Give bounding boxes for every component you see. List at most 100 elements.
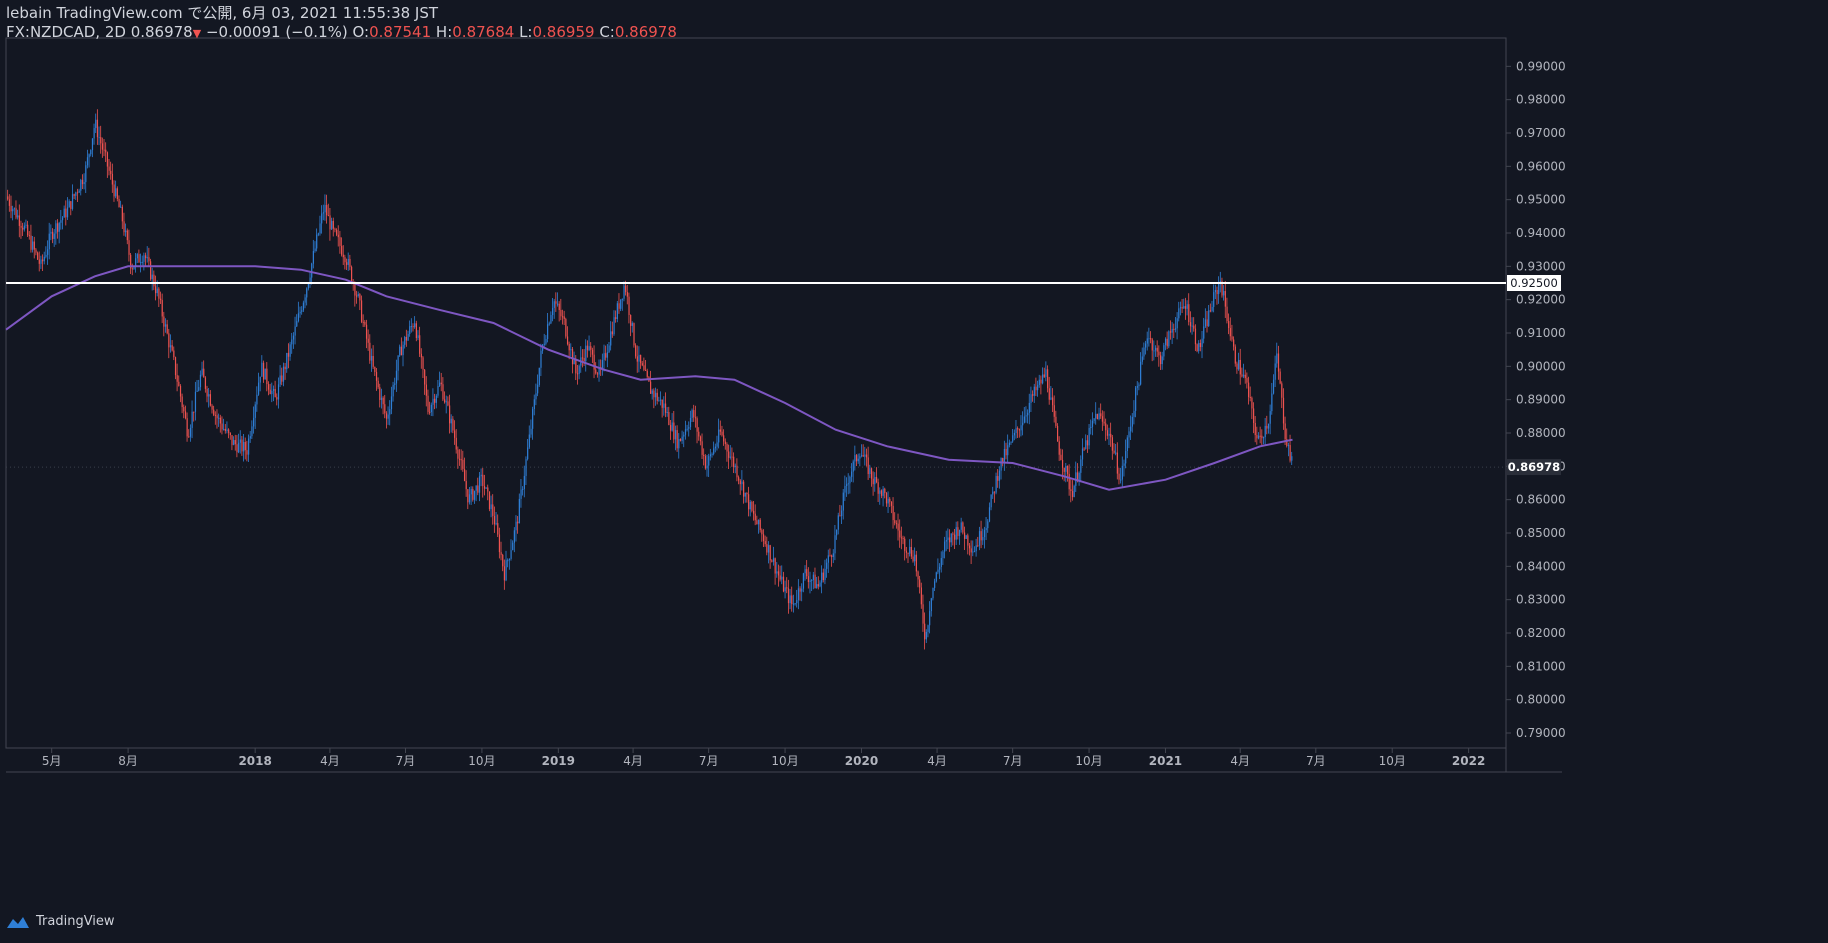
- candle-body: [161, 300, 163, 317]
- candle-body: [449, 405, 451, 424]
- tradingview-brand[interactable]: TradingView: [6, 914, 115, 929]
- candle-body: [1251, 397, 1253, 409]
- candle-body: [1256, 435, 1258, 439]
- candle-body: [771, 560, 773, 562]
- candle-body: [75, 192, 77, 196]
- candle-body: [955, 527, 957, 540]
- candle-body: [1269, 411, 1271, 424]
- candle-body: [831, 555, 833, 557]
- candle-body: [636, 356, 638, 362]
- candle-body: [341, 245, 343, 255]
- candle-body: [668, 412, 670, 426]
- candle-body: [427, 395, 429, 412]
- horizontal-level-badge: [1507, 275, 1561, 291]
- candle-body: [1060, 454, 1062, 460]
- moving-average-line: [5, 265, 1293, 491]
- candle-body: [460, 459, 462, 461]
- candle-body: [274, 389, 276, 398]
- candle-body: [1138, 384, 1140, 387]
- candle-body: [1151, 339, 1153, 351]
- candle-body: [1108, 433, 1110, 436]
- candle-body: [254, 404, 256, 418]
- candle-body: [1249, 397, 1251, 399]
- candle-body: [131, 268, 133, 270]
- candle-body: [56, 223, 59, 232]
- candle-body: [1150, 338, 1152, 340]
- candle-body: [317, 233, 319, 235]
- candle-body: [919, 579, 921, 588]
- candle-body: [821, 572, 823, 583]
- candle-body: [502, 554, 504, 567]
- candle-body: [98, 137, 100, 139]
- candle-body: [354, 283, 356, 296]
- candle-body: [854, 455, 856, 462]
- x-tick-label: 4月: [927, 754, 947, 768]
- candle-body: [754, 513, 756, 521]
- x-tick-label: 7月: [699, 754, 719, 768]
- candle-body: [1076, 472, 1079, 481]
- candle-body: [1193, 325, 1195, 329]
- candle-body: [125, 230, 127, 233]
- candle-body: [1022, 422, 1024, 426]
- candle-body: [811, 579, 813, 581]
- candle-body: [694, 417, 697, 419]
- candle-body: [1028, 402, 1030, 413]
- y-tick-label: 0.90000: [1516, 359, 1566, 373]
- x-tick-label: 10月: [771, 754, 798, 768]
- candle-body: [726, 443, 728, 452]
- candle-body: [40, 259, 42, 264]
- candle-body: [329, 215, 331, 230]
- candle-body: [1153, 350, 1155, 352]
- candle-body: [1231, 336, 1233, 340]
- candle-body: [1257, 435, 1260, 439]
- candle-body: [271, 390, 273, 395]
- candle-body: [892, 505, 894, 521]
- candle-body: [80, 179, 82, 191]
- candle-body: [935, 572, 937, 582]
- candle-body: [679, 438, 682, 441]
- candle-body: [701, 441, 703, 455]
- candle-body: [169, 345, 172, 348]
- candle-body: [1008, 442, 1011, 446]
- candle-body: [183, 407, 185, 412]
- candle-body: [86, 157, 89, 166]
- candle-body: [583, 358, 585, 362]
- candle-body: [1178, 308, 1180, 319]
- candle-body: [753, 510, 755, 514]
- candle-body: [929, 611, 931, 626]
- candle-body: [32, 241, 34, 250]
- candle-body: [1168, 331, 1170, 347]
- x-tick-label: 4月: [1230, 754, 1250, 768]
- y-tick-label: 0.96000: [1516, 159, 1566, 173]
- y-tick-label: 0.80000: [1516, 693, 1566, 707]
- candle-body: [108, 166, 110, 171]
- candle-body: [357, 294, 359, 297]
- candle-body: [1179, 307, 1182, 309]
- candle-body: [1040, 379, 1042, 384]
- candle-body: [239, 439, 241, 443]
- candle-body: [1171, 328, 1173, 333]
- candle-body: [1073, 485, 1075, 497]
- candle-body: [1098, 413, 1100, 420]
- candle-body: [673, 422, 675, 440]
- candle-body: [841, 510, 843, 517]
- candle-body: [540, 350, 542, 368]
- candle-body: [27, 224, 29, 236]
- candle-body: [545, 339, 547, 344]
- candle-body: [299, 311, 301, 314]
- candle-body: [769, 545, 771, 561]
- candle-body: [256, 394, 258, 405]
- candle-body: [1106, 430, 1109, 436]
- candle-body: [38, 259, 40, 264]
- candle-body: [1253, 408, 1255, 423]
- candle-body: [674, 430, 677, 440]
- candle-body: [706, 465, 708, 469]
- candle-body: [575, 359, 577, 374]
- candle-body: [983, 530, 986, 538]
- candle-body: [113, 184, 115, 197]
- candle-body: [228, 429, 230, 433]
- candle-body: [115, 188, 117, 197]
- candle-body: [1199, 342, 1202, 348]
